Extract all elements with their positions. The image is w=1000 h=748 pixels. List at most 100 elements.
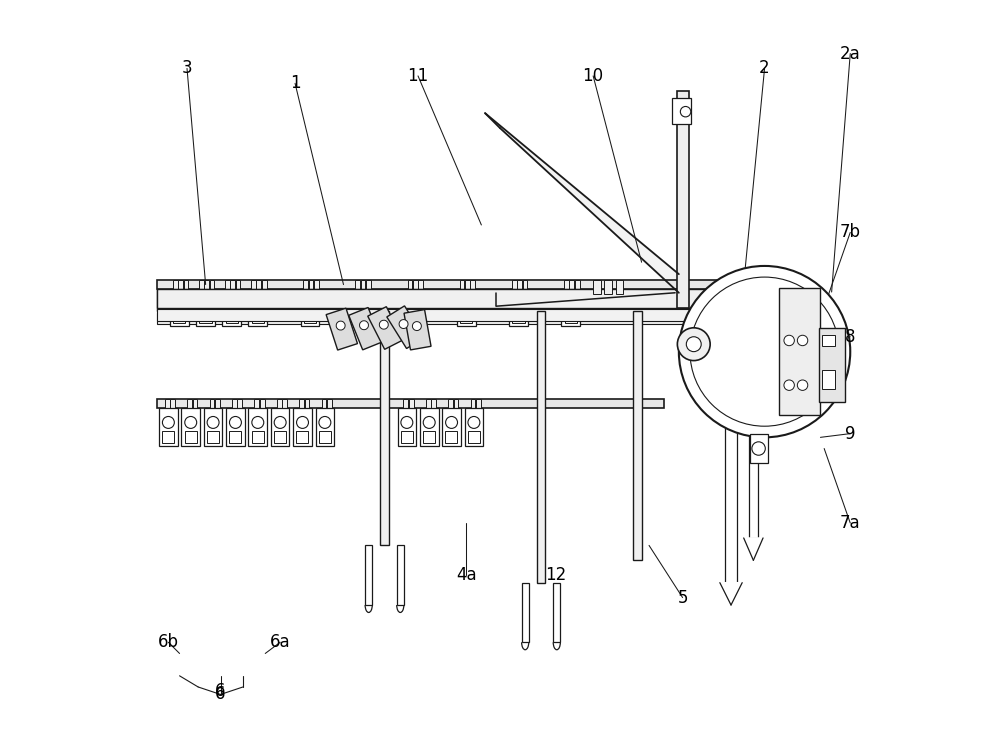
Circle shape — [690, 277, 839, 426]
Bar — [368, 307, 403, 349]
Text: 5: 5 — [677, 589, 688, 607]
Bar — [199, 312, 212, 323]
Bar — [251, 280, 256, 298]
Bar — [282, 399, 287, 417]
Bar — [181, 408, 200, 446]
Bar — [157, 280, 738, 289]
Bar — [476, 399, 481, 417]
Bar — [426, 399, 431, 417]
Circle shape — [784, 335, 794, 346]
Bar — [409, 399, 414, 417]
Bar — [319, 432, 331, 443]
Bar — [523, 280, 527, 298]
Text: 2a: 2a — [840, 45, 861, 63]
Text: 9: 9 — [845, 425, 856, 443]
Bar — [356, 312, 368, 323]
Bar — [397, 545, 404, 605]
Bar — [322, 399, 326, 417]
Bar — [465, 280, 470, 298]
Bar — [408, 280, 412, 298]
Bar — [204, 408, 222, 446]
Circle shape — [513, 297, 525, 309]
Bar — [173, 312, 185, 323]
Bar — [725, 311, 737, 583]
Bar — [229, 432, 241, 443]
Bar — [569, 280, 574, 298]
Bar — [230, 280, 235, 298]
Circle shape — [408, 297, 420, 309]
Bar — [327, 399, 332, 417]
Bar — [468, 432, 480, 443]
Bar — [405, 289, 424, 326]
Bar — [210, 280, 214, 298]
Bar — [237, 399, 242, 417]
Bar — [822, 370, 835, 389]
Bar — [170, 399, 175, 417]
Bar — [445, 432, 457, 443]
Bar — [349, 307, 382, 350]
Text: 7b: 7b — [840, 224, 861, 242]
Bar — [404, 310, 431, 350]
Bar — [271, 408, 289, 446]
Bar — [314, 280, 319, 298]
Bar — [165, 399, 170, 417]
Bar — [225, 280, 230, 298]
Bar — [512, 312, 525, 323]
Bar — [196, 289, 215, 326]
Bar — [565, 312, 577, 323]
Text: 10: 10 — [583, 67, 604, 85]
Bar — [522, 583, 529, 643]
Bar — [366, 280, 371, 298]
Text: 6: 6 — [215, 681, 226, 699]
Circle shape — [207, 417, 219, 429]
Bar — [677, 91, 689, 307]
Bar — [616, 280, 623, 293]
Bar — [553, 583, 560, 643]
Circle shape — [797, 380, 808, 390]
Bar — [454, 399, 458, 417]
Bar — [256, 280, 261, 298]
Circle shape — [752, 442, 765, 456]
Bar — [252, 312, 264, 323]
Bar — [277, 399, 282, 417]
Bar — [470, 280, 475, 298]
Bar — [303, 280, 308, 298]
Bar — [420, 408, 439, 446]
Bar — [564, 280, 569, 298]
Bar — [398, 408, 416, 446]
Circle shape — [565, 297, 577, 309]
Bar — [157, 289, 813, 311]
Circle shape — [274, 417, 286, 429]
Circle shape — [200, 297, 212, 309]
Bar — [326, 308, 357, 350]
Bar — [749, 311, 758, 538]
Bar — [173, 280, 178, 298]
Circle shape — [304, 297, 316, 309]
Circle shape — [297, 417, 308, 429]
Circle shape — [162, 417, 174, 429]
Bar — [293, 408, 312, 446]
Polygon shape — [485, 113, 679, 292]
Circle shape — [399, 319, 408, 328]
Circle shape — [185, 417, 197, 429]
Bar — [254, 399, 259, 417]
Bar — [457, 289, 476, 326]
Bar — [779, 288, 820, 415]
Bar — [355, 280, 360, 298]
Bar — [252, 432, 264, 443]
Bar — [236, 280, 240, 298]
Bar — [316, 408, 334, 446]
Bar — [408, 312, 420, 323]
Circle shape — [356, 297, 368, 309]
Bar — [207, 432, 219, 443]
Bar — [304, 312, 316, 323]
Bar — [633, 311, 642, 560]
Circle shape — [677, 328, 710, 361]
Text: 12: 12 — [545, 566, 567, 584]
Circle shape — [319, 417, 331, 429]
Circle shape — [336, 321, 345, 330]
Bar — [471, 399, 475, 417]
Bar — [593, 280, 601, 293]
Circle shape — [461, 297, 472, 309]
Bar — [159, 408, 178, 446]
